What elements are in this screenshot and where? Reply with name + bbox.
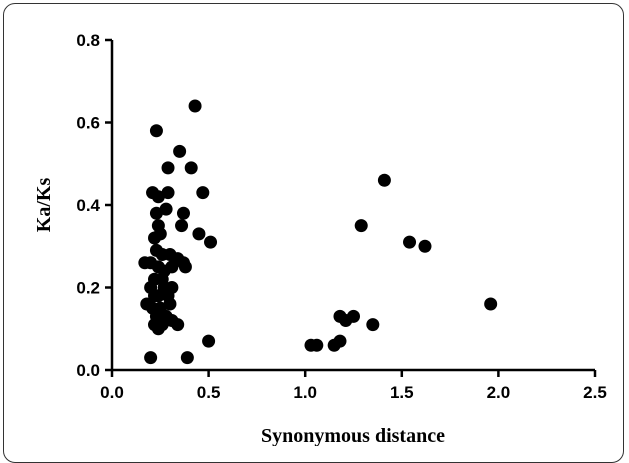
data-point bbox=[196, 186, 210, 200]
data-point bbox=[175, 219, 189, 233]
y-tick-label: 0.6 bbox=[76, 114, 100, 133]
figure-frame bbox=[3, 3, 624, 463]
data-point bbox=[148, 231, 162, 245]
y-axis-title: Ka/Ks bbox=[33, 178, 55, 233]
data-point bbox=[151, 322, 165, 336]
x-axis-title: Synonymous distance bbox=[261, 425, 445, 446]
data-point bbox=[204, 235, 218, 249]
data-point bbox=[366, 318, 380, 332]
data-point bbox=[377, 173, 391, 187]
data-point bbox=[403, 235, 417, 249]
x-tick-label: 0.0 bbox=[100, 383, 124, 402]
data-point bbox=[176, 206, 190, 220]
data-point bbox=[418, 239, 432, 253]
data-point bbox=[178, 260, 192, 274]
data-point bbox=[180, 351, 194, 365]
data-point bbox=[171, 318, 185, 332]
data-point bbox=[161, 186, 175, 200]
data-point bbox=[151, 289, 165, 303]
x-tick-label: 2.5 bbox=[583, 383, 607, 402]
y-tick-label: 0.4 bbox=[76, 196, 100, 215]
ticks: 0.0 0.5 1.0 1.5 2.0 2.5 0.0 0.2 0.4 0.6 0.8 bbox=[76, 31, 606, 402]
data-point bbox=[165, 260, 179, 274]
x-tick-label: 1.5 bbox=[390, 383, 414, 402]
data-point bbox=[163, 297, 177, 311]
data-point bbox=[333, 334, 347, 348]
y-tick-label: 0.8 bbox=[76, 31, 100, 50]
data-point bbox=[202, 334, 216, 348]
data-point bbox=[310, 338, 324, 352]
data-point bbox=[161, 161, 175, 175]
data-point bbox=[159, 202, 173, 216]
data-point bbox=[149, 124, 163, 138]
data-point bbox=[144, 351, 158, 365]
y-tick-label: 0.2 bbox=[76, 279, 100, 298]
data-point bbox=[354, 219, 368, 233]
data-point bbox=[184, 161, 198, 175]
data-point bbox=[484, 297, 498, 311]
x-tick-label: 2.0 bbox=[487, 383, 511, 402]
data-points bbox=[138, 99, 498, 365]
x-tick-label: 0.5 bbox=[197, 383, 221, 402]
data-point bbox=[173, 144, 187, 158]
data-point bbox=[188, 99, 202, 113]
y-tick-label: 0.0 bbox=[76, 361, 100, 380]
data-point bbox=[347, 309, 360, 323]
data-point bbox=[192, 227, 206, 241]
x-tick-label: 1.0 bbox=[293, 383, 317, 402]
scatter-chart: 0.0 0.5 1.0 1.5 2.0 2.50.00.20.40.60.8 Ka/Ks … bbox=[33, 31, 607, 446]
